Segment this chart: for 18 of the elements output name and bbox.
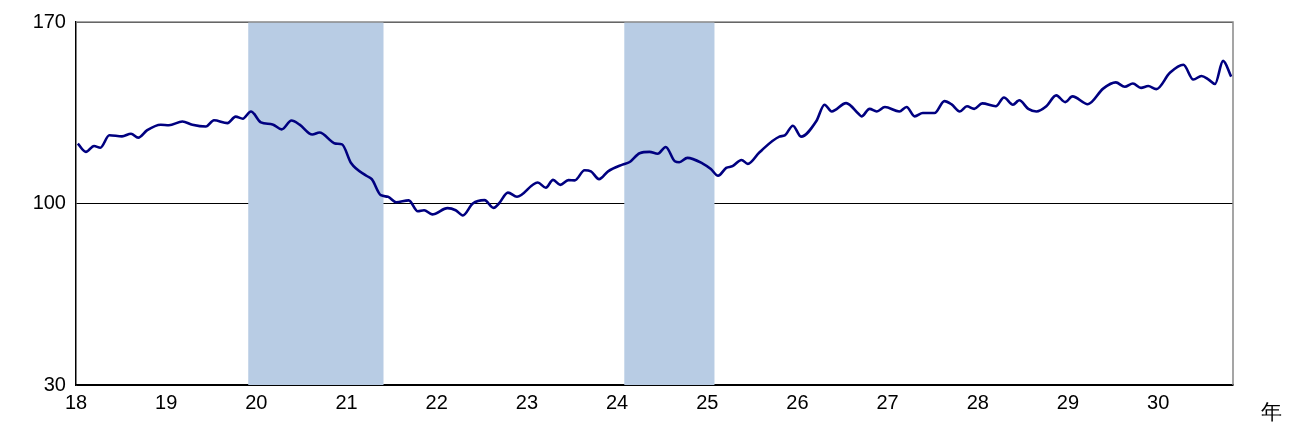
x-tick-label: 19 [155, 390, 178, 413]
y-tick-label: 30 [43, 372, 66, 395]
x-tick-label: 18 [64, 390, 88, 413]
y-tick-label: 170 [32, 9, 66, 32]
x-tick-label: 20 [245, 390, 268, 413]
x-tick-label: 23 [515, 390, 539, 413]
x-tick-label: 30 [1147, 390, 1170, 413]
x-tick-label: 29 [1056, 390, 1080, 413]
x-tick-label: 21 [335, 390, 358, 413]
x-tick-label: 28 [966, 390, 989, 413]
x-tick-label: 25 [696, 390, 719, 413]
y-tick-label: 100 [32, 191, 66, 214]
x-tick-label: 24 [605, 390, 629, 413]
line-series [76, 59, 1233, 217]
x-axis-title: 年 [1261, 399, 1282, 423]
x-tick-label: 22 [425, 390, 448, 413]
x-tick-label: 26 [786, 390, 809, 413]
x-tick-label: 27 [876, 390, 899, 413]
